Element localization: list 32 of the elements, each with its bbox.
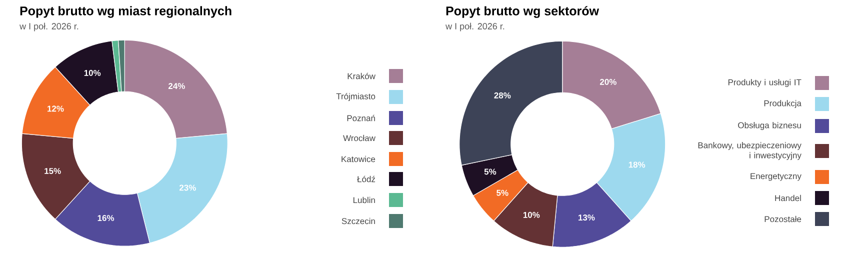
legend-label: Wrocław — [343, 134, 376, 142]
legend-label: Trójmiasto — [336, 92, 376, 102]
chart-title: Popyt brutto wg sektorów — [446, 6, 600, 18]
data-label: 15% — [44, 168, 61, 174]
data-label: 10% — [84, 70, 101, 76]
data-label: 12% — [48, 106, 64, 112]
data-label: 16% — [98, 215, 114, 222]
legend-label: Energetyczny — [750, 173, 802, 181]
legend-label: Szczecin — [342, 218, 375, 224]
data-label: 20% — [600, 78, 616, 85]
legend-label: Katowice — [342, 156, 376, 162]
data-label: 13% — [578, 214, 595, 221]
data-label: 28% — [494, 92, 511, 98]
legend-label: Obsługa biznesu — [738, 122, 801, 130]
legend-label: Pozostałe — [764, 216, 802, 222]
data-label: 10% — [523, 212, 540, 218]
data-label: 5% — [484, 168, 496, 175]
legend-label: Lublin — [353, 196, 375, 204]
data-label: 18% — [628, 162, 646, 168]
legend-label: Poznań — [347, 114, 375, 122]
legend-label: Kraków — [348, 72, 376, 80]
data-label: 24% — [168, 83, 185, 90]
data-label: 23% — [179, 184, 196, 191]
data-label: 5% — [496, 190, 508, 196]
chart-title: Popyt brutto wg miast regionalnych — [20, 6, 232, 18]
chart-subtitle: w I poł. 2026 r. — [446, 22, 504, 32]
legend-label: Produkty i usługi IT — [728, 79, 802, 87]
legend-label: Handel — [775, 194, 801, 202]
legend-label: Bankowy, ubezpieczeniowy i inwestycyjny — [698, 142, 802, 160]
legend-label: Łódź — [357, 176, 376, 182]
chart-subtitle: w I poł. 2026 r. — [20, 22, 78, 32]
legend-label: Produkcja — [764, 100, 802, 108]
